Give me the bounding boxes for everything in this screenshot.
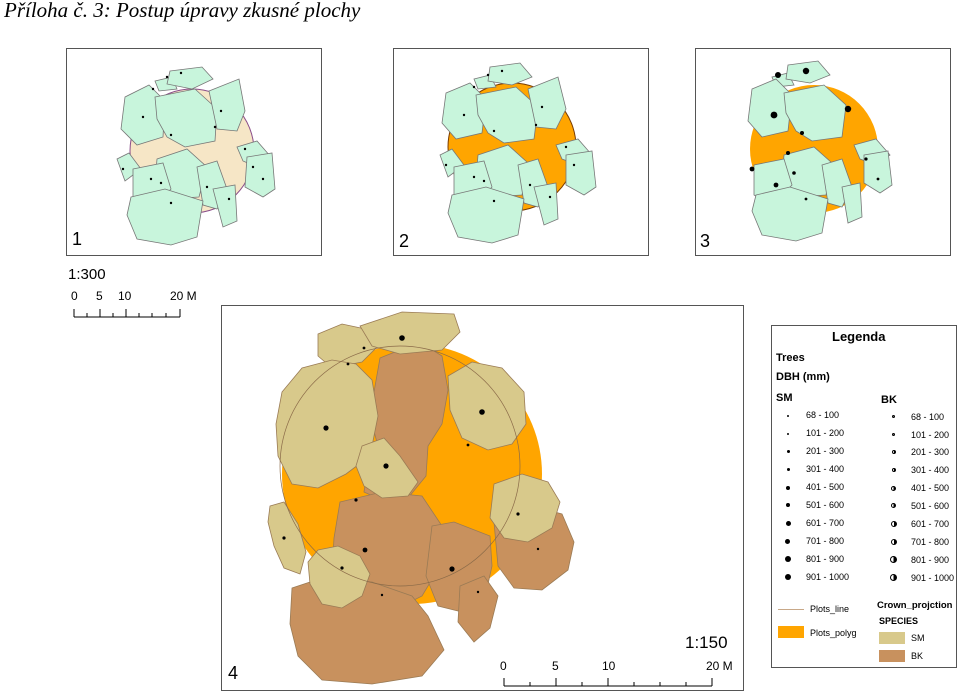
map-2-canvas xyxy=(439,62,597,244)
bk-symbol-5 xyxy=(891,486,896,491)
large-scale-label-5: 5 xyxy=(552,659,559,673)
bk-class-4: 301 - 400 xyxy=(911,465,950,475)
sm-class-8: 701 - 800 xyxy=(806,536,845,546)
map-3-canvas xyxy=(747,60,893,242)
bk-symbol-3 xyxy=(892,450,896,454)
bk-swatch xyxy=(879,650,905,662)
map-4-canvas xyxy=(267,311,575,685)
sm-class-2: 101 - 200 xyxy=(806,428,845,438)
bk-class-10: 901 - 1000 xyxy=(911,573,955,583)
sm-symbol-7 xyxy=(786,521,791,526)
sm-class-1: 68 - 100 xyxy=(806,410,840,420)
bk-symbol-6 xyxy=(891,503,896,508)
sm-symbol-6 xyxy=(786,503,790,507)
sm-class-9: 801 - 900 xyxy=(806,554,845,564)
sm-symbol-10 xyxy=(785,574,791,580)
sm-class-10: 901 - 1000 xyxy=(806,572,850,582)
plots-polyg-swatch xyxy=(778,626,804,638)
sm-symbol-8 xyxy=(785,539,790,544)
plots-line xyxy=(279,345,521,587)
legend-trees: Trees xyxy=(776,352,805,364)
plots-line-symbol xyxy=(778,609,804,610)
crown-group xyxy=(116,66,276,246)
legend-title: Legenda xyxy=(832,329,886,344)
tree-points xyxy=(444,69,576,203)
tree-points xyxy=(121,71,265,205)
bk-class-3: 201 - 300 xyxy=(911,447,950,457)
small-scale-label-5: 5 xyxy=(96,289,103,303)
large-scale-label-10: 10 xyxy=(602,659,616,673)
panel-3-label: 3 xyxy=(700,231,711,251)
bk-class-8: 701 - 800 xyxy=(911,537,950,547)
sm-symbol-9 xyxy=(785,556,791,562)
large-scale-label-20: 20 M xyxy=(706,659,733,673)
sm-class-3: 201 - 300 xyxy=(806,446,845,456)
bk-class-5: 401 - 500 xyxy=(911,483,950,493)
sm-symbol-2 xyxy=(787,433,789,435)
sm-symbol-4 xyxy=(787,468,790,471)
bk-swatch-label: BK xyxy=(911,651,924,661)
bk-symbol-10 xyxy=(890,574,897,581)
species-heading: SPECIES xyxy=(879,616,919,626)
large-scale-ratio: 1:150 xyxy=(685,633,728,652)
map-panel-2: 2 xyxy=(393,48,649,256)
small-scale-label-0: 0 xyxy=(71,289,78,303)
large-scale-bar xyxy=(503,678,713,687)
bk-class-1: 68 - 100 xyxy=(911,412,945,422)
crown-group xyxy=(747,60,893,242)
sm-symbol-3 xyxy=(787,450,790,453)
bk-symbol-2 xyxy=(892,433,895,436)
sm-symbol-5 xyxy=(786,486,790,490)
bk-symbol-4 xyxy=(892,468,896,472)
page-title: Příloha č. 3: Postup úpravy zkusné ploch… xyxy=(4,0,361,22)
sm-symbol-1 xyxy=(787,415,789,417)
sm-class-6: 501 - 600 xyxy=(806,500,845,510)
plots-line-label: Plots_line xyxy=(810,604,850,614)
legend-sm-heading: SM xyxy=(776,392,793,404)
small-scale-ratio: 1:300 xyxy=(68,266,106,283)
map-1-canvas xyxy=(116,66,276,246)
bk-symbol-1 xyxy=(892,415,895,418)
tree-points xyxy=(282,335,540,597)
legend: Legenda Trees DBH (mm) SM BK 68 - 100 10… xyxy=(771,325,957,668)
panel-1-label: 1 xyxy=(72,229,83,249)
bk-class-9: 801 - 900 xyxy=(911,555,950,565)
map-panel-4: 4 1:150 0 5 10 20 M xyxy=(221,305,744,691)
bk-class-2: 101 - 200 xyxy=(911,430,950,440)
large-scale-label-0: 0 xyxy=(500,659,507,673)
sm-swatch xyxy=(879,632,905,644)
sm-class-7: 601 - 700 xyxy=(806,518,845,528)
crown-group xyxy=(439,62,597,244)
bk-tree-points xyxy=(362,547,455,572)
bk-symbol-7 xyxy=(891,521,897,527)
legend-bk-heading: BK xyxy=(881,394,897,406)
panel-2-label: 2 xyxy=(399,231,410,251)
sm-class-4: 301 - 400 xyxy=(806,464,845,474)
map-panel-3: 3 xyxy=(695,48,951,256)
sm-class-5: 401 - 500 xyxy=(806,482,845,492)
legend-dbh: DBH (mm) xyxy=(776,371,830,383)
small-scale-label-10: 10 xyxy=(118,289,132,303)
crown-projection-heading: Crown_projction xyxy=(877,600,953,611)
panel-4-label: 4 xyxy=(228,663,239,683)
map-panel-1: 1 xyxy=(66,48,322,256)
bk-class-6: 501 - 600 xyxy=(911,501,950,511)
small-scale-label-20: 20 M xyxy=(170,289,197,303)
bk-class-7: 601 - 700 xyxy=(911,519,950,529)
small-scale-bar xyxy=(73,309,181,318)
sm-swatch-label: SM xyxy=(911,633,925,643)
bk-symbol-9 xyxy=(890,556,897,563)
plots-polyg-label: Plots_polyg xyxy=(810,628,857,638)
crown-group xyxy=(267,311,575,685)
bk-symbol-8 xyxy=(891,539,897,545)
tree-points xyxy=(749,67,880,201)
